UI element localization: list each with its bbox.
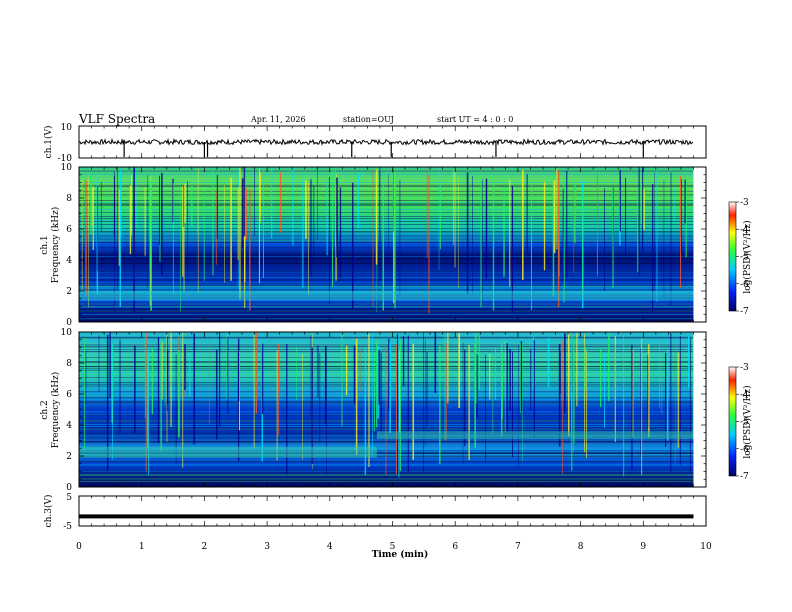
ch1-spec-ylabel-channel: ch.1 <box>40 235 50 254</box>
x-axis-label: Time (min) <box>372 549 429 560</box>
freq-tick-label: 4 <box>66 256 72 266</box>
ch2-spec-ylabel-channel: ch.2 <box>40 400 50 419</box>
colorbar-tick-label: -5 <box>740 253 749 263</box>
ch3-panel: 5 -5 ch.3(V) <box>43 493 707 532</box>
x-tick-label: 5 <box>390 542 396 552</box>
x-tick-label: 9 <box>640 542 646 552</box>
spec-band-low <box>79 291 694 301</box>
ch2-spec-ylabel-freq: Frequency (kHz) <box>50 372 61 449</box>
colorbar-tick-label: -7 <box>740 307 749 317</box>
colorbar-tick-label: -5 <box>740 418 749 428</box>
ch1-ylabel: ch.1(V) <box>43 126 54 159</box>
colorbar-tick-label: -4 <box>740 225 749 235</box>
ch2-colorbar-ticks: -3 -4 -5 -6 -7 <box>736 363 749 482</box>
ch1-spectrogram-stripes <box>79 167 706 322</box>
x-tick-label: 0 <box>76 542 82 552</box>
ch2-freq-ticks: 0 2 4 6 8 10 <box>61 328 706 493</box>
ch1-ytick-bottom: -10 <box>58 154 73 164</box>
ch3-trace <box>79 514 694 519</box>
freq-tick-label: 8 <box>66 359 72 369</box>
freq-tick-label: 6 <box>66 225 72 235</box>
colorbar-tick-label: -7 <box>740 472 749 482</box>
ch2-colorbar <box>728 366 737 477</box>
freq-tick-label: 10 <box>61 328 73 338</box>
ch1-colorbar-ticks: -3 -4 -5 -6 -7 <box>736 198 749 317</box>
x-tick-label: 6 <box>452 542 458 552</box>
colorbar-tick-label: -3 <box>740 363 749 373</box>
freq-tick-label: 0 <box>66 483 72 493</box>
freq-tick-label: 6 <box>66 390 72 400</box>
ch3-ylabel: ch.3(V) <box>43 495 54 528</box>
ch3-ytick-bottom: -5 <box>63 522 72 532</box>
freq-tick-label: 2 <box>66 287 72 297</box>
freq-tick-label: 8 <box>66 194 72 204</box>
station-label: station=OUJ <box>343 115 394 124</box>
date-label: Apr. 11, 2026 <box>250 115 306 124</box>
ch1-colorbar <box>728 201 737 312</box>
colorbar-tick-label: -3 <box>740 198 749 208</box>
ch1-freq-ticks: 0 2 4 6 8 10 <box>61 163 706 328</box>
freq-tick-label: 4 <box>66 421 72 431</box>
spec-band-late <box>376 431 694 439</box>
ch1-colorbar-label: log(PSD)(V²/Hz) <box>742 220 753 293</box>
ch1-trace <box>78 137 694 146</box>
freq-tick-label: 2 <box>66 452 72 462</box>
ch2-colorbar-label: log(PSD)(V²/Hz) <box>742 385 753 458</box>
x-tick-label: 10 <box>700 542 712 552</box>
colorbar-tick-label: -6 <box>740 280 749 290</box>
ch1-spikes <box>123 142 644 157</box>
ch1-ytick-top: 10 <box>61 123 73 133</box>
ch2-spectrogram-image <box>79 332 706 487</box>
colorbar-tick-label: -6 <box>740 445 749 455</box>
x-axis-ticks: 0 1 2 3 4 5 6 7 8 9 10 <box>76 126 712 552</box>
x-tick-label: 3 <box>264 542 270 552</box>
x-tick-label: 4 <box>327 542 333 552</box>
x-tick-label: 8 <box>578 542 584 552</box>
freq-tick-label: 10 <box>61 163 73 173</box>
freq-tick-label: 0 <box>66 318 72 328</box>
ch1-spec-ylabel-freq: Frequency (kHz) <box>50 207 61 284</box>
start-time-label: start UT = 4 : 0 : 0 <box>437 115 513 124</box>
spec-no-data <box>693 332 706 487</box>
x-tick-label: 1 <box>139 542 145 552</box>
figure-title: VLF Spectra <box>78 112 155 126</box>
ch2-spectrogram-stripes <box>79 331 706 487</box>
ch1-panel: 10 -10 ch.1(V) <box>43 123 707 164</box>
ch3-ytick-top: 5 <box>66 493 72 503</box>
x-tick-label: 7 <box>515 542 521 552</box>
spec-band-early <box>79 446 377 458</box>
x-tick-label: 2 <box>202 542 208 552</box>
colorbar-tick-label: -4 <box>740 390 749 400</box>
spec-no-data <box>693 167 706 322</box>
